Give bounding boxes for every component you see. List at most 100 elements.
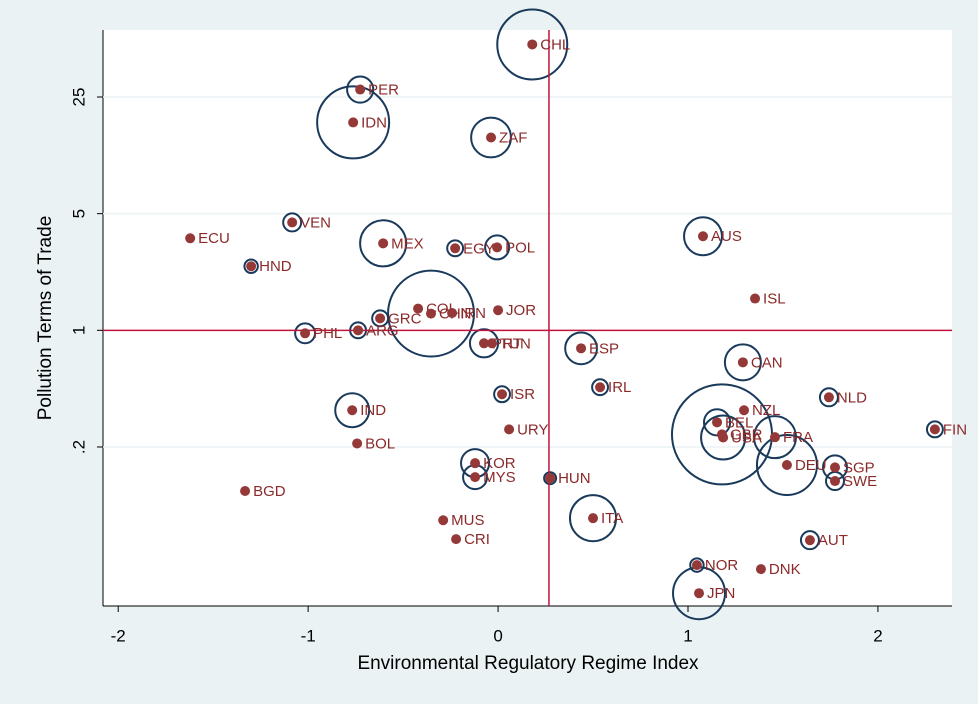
point [352, 438, 363, 449]
x-tick-label: 0 [493, 626, 502, 645]
point [497, 389, 508, 400]
bubble [496, 8, 569, 81]
bubble [334, 392, 371, 429]
point-label: SWE [843, 473, 877, 490]
y-tick-label: .2 [69, 440, 88, 454]
point [823, 392, 834, 403]
point [694, 588, 705, 599]
point [450, 243, 461, 254]
point-label: FRA [783, 429, 813, 446]
point [470, 458, 481, 469]
bubble [568, 494, 618, 543]
bubble [282, 212, 303, 233]
bubble [818, 387, 839, 408]
point [451, 534, 462, 545]
point-label: NZL [752, 402, 780, 419]
point-label: CAN [751, 354, 783, 371]
bubble [346, 75, 375, 104]
point-label: TUN [500, 335, 531, 352]
bubble [294, 322, 317, 345]
point [504, 424, 515, 435]
point-label: KOR [483, 455, 516, 472]
point [595, 382, 606, 393]
point-label: ISR [510, 386, 535, 403]
point [486, 338, 497, 349]
bubble [468, 328, 500, 359]
point [769, 432, 780, 443]
bubble [543, 471, 558, 486]
point [750, 293, 761, 304]
point [576, 343, 587, 354]
point [804, 535, 815, 546]
bubble [359, 219, 408, 268]
point-label: HND [259, 258, 292, 275]
y-tick-label: 25 [69, 88, 88, 107]
point-label: IND [360, 402, 386, 419]
bubble [243, 258, 259, 274]
plot-area [103, 30, 952, 606]
point [527, 39, 538, 50]
point-label: VEN [300, 214, 331, 231]
point [347, 405, 358, 416]
point-label: NLD [837, 389, 867, 406]
point [287, 217, 298, 228]
point-label: BGD [253, 483, 286, 500]
point-label: AUT [818, 532, 848, 549]
point-label: URY [517, 421, 548, 438]
point-label: MEX [391, 235, 424, 252]
point [426, 308, 437, 319]
point-label: AUS [711, 228, 742, 245]
bubble [702, 408, 732, 437]
point-label: USA [731, 429, 762, 446]
point-label: ECU [198, 230, 230, 247]
point [353, 325, 364, 336]
point-label: PHL [313, 325, 342, 342]
y-tick-label: 1 [69, 326, 88, 335]
point-label: DEU [795, 457, 827, 474]
point [697, 231, 708, 242]
bubble [683, 216, 723, 257]
point [355, 84, 366, 95]
bubble [446, 239, 465, 258]
bubble [723, 343, 762, 382]
point [447, 307, 458, 318]
point-label: FIN [943, 421, 967, 438]
x-axis-title: Environmental Regulatory Regime Index [357, 653, 699, 674]
point-label: IRL [608, 379, 631, 396]
point-label: BOL [365, 435, 395, 452]
point-label: ISL [763, 291, 786, 308]
bubble [316, 85, 391, 160]
point [588, 513, 599, 524]
point-label: DNK [769, 561, 801, 578]
point [479, 338, 490, 349]
point-label: HUN [558, 470, 591, 487]
point [755, 564, 766, 575]
point [378, 238, 389, 249]
y-axis-title: Pollution Terms of Trade [35, 216, 56, 421]
bubble [700, 414, 747, 461]
y-tick-label: 5 [69, 209, 88, 218]
bubble [371, 309, 390, 328]
point-label: CHL [540, 36, 570, 53]
x-tick-label: 1 [683, 626, 692, 645]
point [781, 459, 792, 470]
point [246, 261, 257, 272]
point [375, 313, 386, 324]
bubble [799, 530, 820, 551]
bubble [564, 331, 598, 366]
point [691, 560, 702, 571]
bubble [925, 420, 944, 439]
point [493, 305, 504, 316]
point [300, 328, 311, 339]
point [470, 472, 481, 483]
x-tick-label: -1 [301, 626, 316, 645]
point-label: POL [505, 239, 535, 256]
point-label: PRT [492, 335, 522, 352]
point-label: JPN [707, 585, 735, 602]
point-label: NOR [705, 557, 739, 574]
point [718, 432, 729, 443]
bubble [755, 433, 818, 496]
point [737, 357, 748, 368]
point [348, 117, 359, 128]
